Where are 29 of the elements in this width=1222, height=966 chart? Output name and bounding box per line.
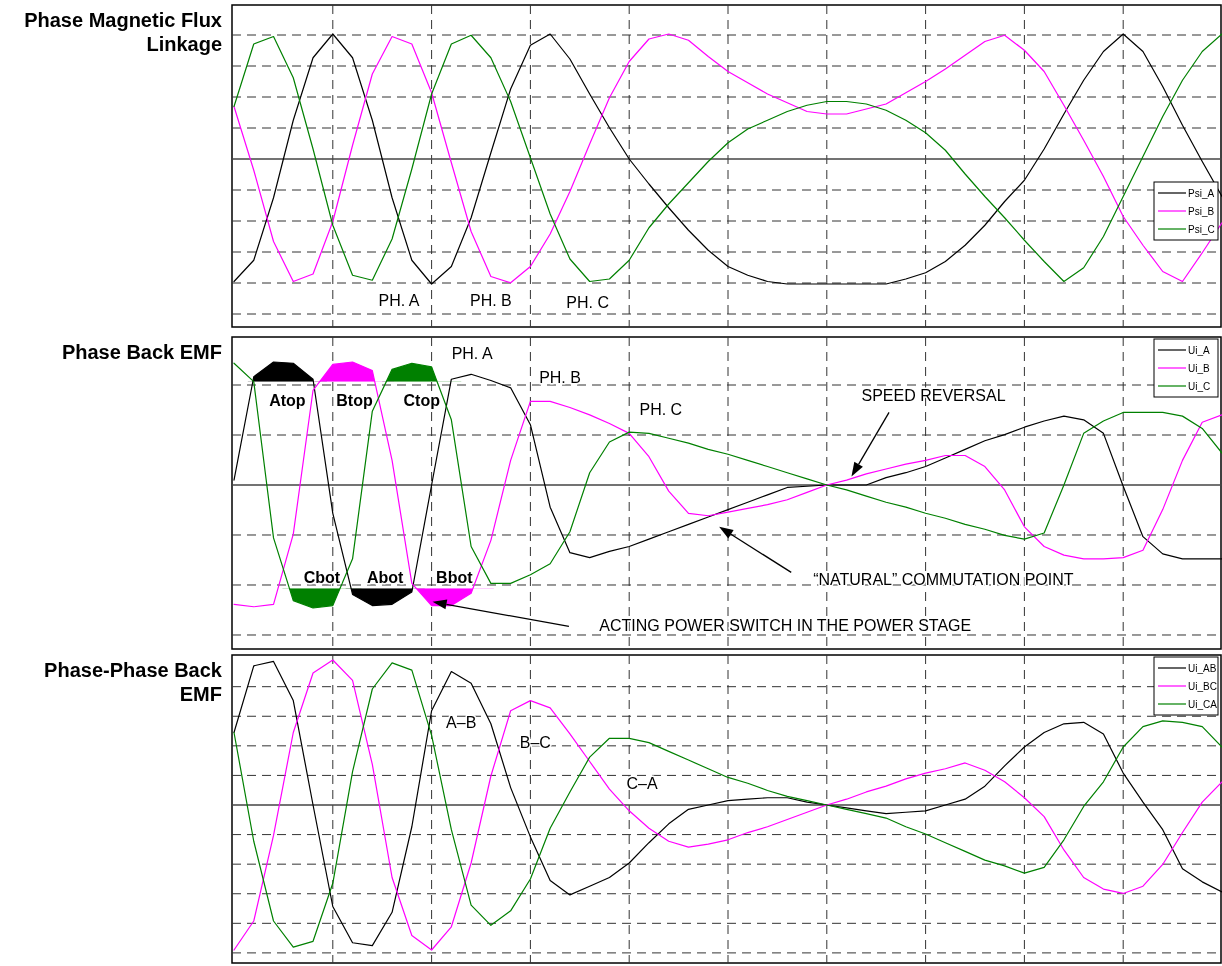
legend-label: Psi_B [1188, 205, 1215, 217]
legend-label: Psi_A [1188, 187, 1215, 199]
annotation: “NATURAL” COMMUTATION POINT [813, 571, 1074, 589]
annotation: Bbot [436, 568, 474, 586]
chart-title: Phase Magnetic Flux Linkage [23, 8, 222, 56]
annotation: Cbot [303, 568, 341, 586]
annotation: B–C [519, 734, 551, 752]
annotation: Btop [336, 391, 373, 409]
chart-title: Phase Back EMF [60, 340, 222, 364]
annotation: SPEED REVERSAL [861, 386, 1006, 404]
annotation: Ctop [403, 391, 441, 409]
annotation: PH. B [539, 369, 581, 387]
legend-label: Ui_B [1188, 362, 1210, 374]
text: PH. A [378, 291, 420, 309]
annotation: C–A [626, 774, 658, 792]
legend-label: Psi_C [1188, 223, 1215, 235]
annotation: Abot [366, 568, 405, 586]
text: Phase-Phase Back EMF [43, 658, 222, 706]
annotation: PH. C [639, 401, 683, 419]
annotation: Atop [269, 391, 306, 409]
legend-label: Ui_C [1188, 380, 1211, 392]
text: PH. A [451, 344, 493, 362]
text: PH. C [566, 294, 610, 312]
annotation: A–B [446, 713, 477, 731]
text: PH. B [469, 291, 512, 309]
legend-label: Ui_BC [1188, 680, 1217, 692]
legend-label: Ui_A [1188, 344, 1210, 356]
legend-label: Ui_AB [1188, 662, 1217, 674]
legend-label: Ui_CA [1188, 698, 1218, 710]
